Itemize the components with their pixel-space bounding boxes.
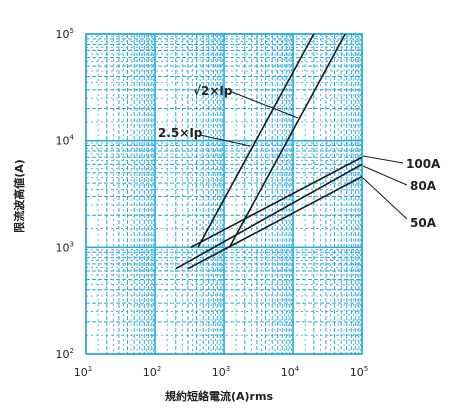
x-tick-exponent: 4: [295, 365, 300, 373]
y-tick-label: 105: [56, 27, 74, 41]
y-tick-label: 102: [56, 347, 74, 361]
series-line-3: [190, 156, 362, 249]
leader-line-1: [231, 91, 299, 119]
series-label-3: 100A: [406, 157, 441, 171]
x-axis-title: 規約短絡電流(A)rms: [165, 389, 273, 403]
series-line-1: [228, 34, 346, 248]
series-label-1: √2×Ip: [193, 84, 233, 98]
series-line-4: [175, 163, 362, 270]
y-tick-label: 104: [56, 134, 75, 148]
x-tick-exponent: 5: [364, 365, 368, 373]
y-tick-exponent: 2: [70, 347, 74, 355]
x-tick-exponent: 3: [226, 365, 230, 373]
x-tick-exponent: 2: [157, 365, 161, 373]
leader-line-4: [362, 165, 408, 186]
x-tick-label: 101: [74, 365, 92, 379]
y-tick-exponent: 3: [70, 240, 74, 248]
series-layer: [175, 34, 362, 270]
series-label-5: 50A: [410, 216, 437, 230]
series-line-5: [187, 175, 362, 270]
series-line-2: [197, 34, 315, 248]
x-tick-label: 103: [212, 365, 230, 379]
y-axis-title: 限流波高値(A): [12, 159, 26, 233]
grid: [85, 33, 363, 355]
y-tick-label: 103: [56, 240, 74, 254]
y-tick-exponent: 4: [70, 134, 75, 142]
series-label-2: 2.5×Ip: [158, 126, 203, 140]
plot-frame: [85, 33, 363, 355]
leader-line-2: [199, 134, 251, 147]
leader-line-5: [362, 177, 408, 220]
x-tick-exponent: 1: [88, 365, 92, 373]
leader-line-3: [362, 155, 404, 164]
y-tick-exponent: 5: [70, 27, 74, 35]
callout-layer: √2×Ip 2.5×Ip 100A 80A 50A: [158, 84, 441, 230]
series-label-4: 80A: [410, 179, 437, 193]
x-tick-label: 104: [281, 365, 300, 379]
x-tick-label: 105: [350, 365, 368, 379]
x-tick-label: 102: [143, 365, 161, 379]
